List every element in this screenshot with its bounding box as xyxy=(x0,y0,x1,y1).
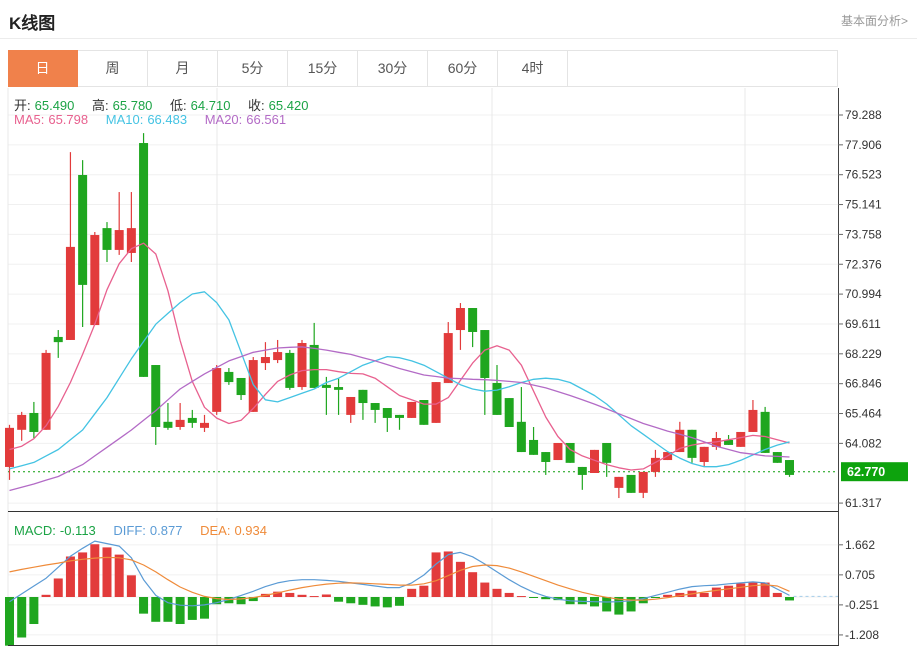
dea-line xyxy=(9,556,790,601)
ma-line-ma10 xyxy=(9,291,790,470)
svg-text:1.662: 1.662 xyxy=(845,538,875,552)
ma10-value: 66.483 xyxy=(147,112,188,127)
tab-15min[interactable]: 15分 xyxy=(288,51,358,86)
ohlc-legend: 开: 65.490 高: 65.780 低: 64.710 收: 65.420 xyxy=(14,95,322,114)
fundamental-analysis-link[interactable]: 基本面分析> xyxy=(840,14,908,28)
svg-text:66.846: 66.846 xyxy=(845,377,882,391)
low-label: 低: xyxy=(170,98,187,113)
svg-text:64.082: 64.082 xyxy=(845,436,882,450)
svg-text:73.758: 73.758 xyxy=(845,227,882,241)
ma5-label: MA5: xyxy=(14,112,45,127)
tab-month[interactable]: 月 xyxy=(148,51,218,86)
interval-tabbar: 日 周 月 5分 15分 30分 60分 4时 xyxy=(8,50,838,87)
high-label: 高: xyxy=(92,98,109,113)
ma-line-ma20 xyxy=(9,346,790,492)
svg-text:65.464: 65.464 xyxy=(845,407,882,421)
svg-text:61.317: 61.317 xyxy=(845,496,882,510)
macd-legend: MACD: -0.113 DIFF: 0.877 DEA: 0.934 xyxy=(14,523,281,538)
high-value: 65.780 xyxy=(112,98,153,113)
tab-day[interactable]: 日 xyxy=(8,50,78,87)
tab-5min[interactable]: 5分 xyxy=(218,51,288,86)
grid-lines xyxy=(7,88,838,646)
svg-text:76.523: 76.523 xyxy=(845,168,882,182)
title-divider xyxy=(0,38,917,39)
close-label: 收: xyxy=(248,98,265,113)
tab-week[interactable]: 周 xyxy=(78,51,148,86)
open-label: 开: xyxy=(14,98,31,113)
macd-histogram xyxy=(5,544,794,646)
candles xyxy=(5,133,794,499)
ma20-label: MA20: xyxy=(204,112,243,127)
svg-text:77.906: 77.906 xyxy=(845,138,882,152)
low-value: 64.710 xyxy=(190,98,231,113)
tab-30min[interactable]: 30分 xyxy=(358,51,428,86)
diff-label: DIFF: xyxy=(113,523,146,538)
price-axis-labels: 79.288 77.906 76.523 75.141 73.758 72.376 70.9… xyxy=(838,108,882,642)
svg-text:68.229: 68.229 xyxy=(845,347,882,361)
diff-value: 0.877 xyxy=(149,523,183,538)
dea-value: 0.934 xyxy=(234,523,267,538)
tab-4hour[interactable]: 4时 xyxy=(498,51,568,86)
tab-60min[interactable]: 60分 xyxy=(428,51,498,86)
svg-text:-1.208: -1.208 xyxy=(845,628,879,642)
svg-text:-0.251: -0.251 xyxy=(845,598,879,612)
ma10-label: MA10: xyxy=(105,112,144,127)
svg-text:75.141: 75.141 xyxy=(845,198,882,212)
ma20-value: 66.561 xyxy=(246,112,287,127)
macd-label: MACD: xyxy=(14,523,56,538)
svg-text:62.770: 62.770 xyxy=(847,465,885,479)
ma5-value: 65.798 xyxy=(48,112,89,127)
macd-value: -0.113 xyxy=(59,523,96,538)
dea-label: DEA: xyxy=(200,523,231,538)
svg-text:0.705: 0.705 xyxy=(845,568,875,582)
axes xyxy=(8,88,839,646)
close-value: 65.420 xyxy=(268,98,309,113)
current-price-tag: 62.770 xyxy=(841,462,908,482)
ma-legend: MA5: 65.798 MA10: 66.483 MA20: 66.561 xyxy=(14,112,300,127)
svg-text:70.994: 70.994 xyxy=(845,287,882,301)
diff-line xyxy=(9,540,790,607)
ma-line-ma5 xyxy=(9,242,790,471)
page-title: K线图 xyxy=(9,14,56,33)
svg-text:79.288: 79.288 xyxy=(845,108,882,122)
open-value: 65.490 xyxy=(34,98,75,113)
svg-text:72.376: 72.376 xyxy=(845,257,882,271)
svg-text:69.611: 69.611 xyxy=(845,317,881,331)
